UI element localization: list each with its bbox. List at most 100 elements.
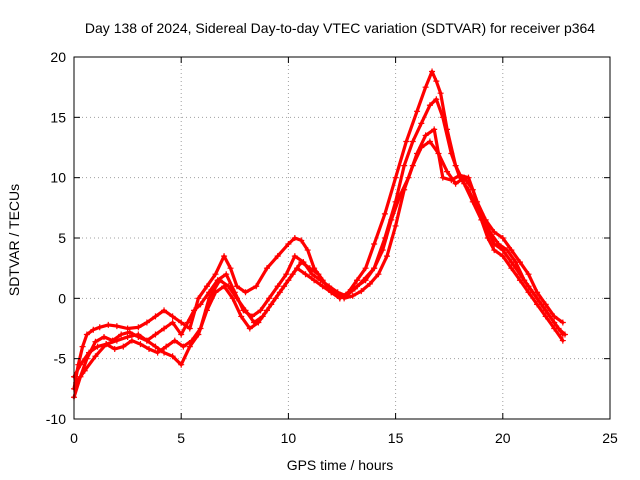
data-point: [461, 174, 468, 181]
data-point: [186, 325, 193, 332]
data-point: [178, 361, 185, 368]
y-tick-label: 10: [50, 170, 66, 186]
y-tick-labels: -10 -5 0 5 10 15 20: [46, 49, 66, 427]
data-point: [546, 313, 553, 320]
data-point: [508, 265, 515, 272]
data-point: [120, 343, 127, 350]
data-point: [435, 150, 442, 157]
data-point: [216, 277, 223, 284]
data-point: [422, 132, 429, 139]
data-point: [212, 271, 219, 278]
data-point: [538, 301, 545, 308]
data-point: [409, 138, 416, 145]
data-point: [212, 289, 219, 296]
data-point: [362, 265, 369, 272]
data-point: [143, 337, 150, 344]
data-point: [152, 343, 159, 350]
data-point: [128, 337, 135, 344]
data-point: [195, 295, 202, 302]
data-point: [281, 283, 288, 290]
series-line: [72, 97, 565, 399]
data-point: [242, 289, 249, 296]
data-point: [92, 338, 99, 345]
data-point: [375, 271, 382, 278]
data-point: [184, 319, 191, 326]
data-point: [229, 295, 236, 302]
data-point: [137, 341, 144, 348]
x-axis-label: GPS time / hours: [287, 457, 394, 473]
data-point: [77, 361, 84, 368]
data-point: [341, 295, 348, 302]
data-point: [354, 277, 361, 284]
data-point: [354, 283, 361, 290]
data-point: [298, 259, 305, 266]
data-point: [349, 292, 356, 299]
data-point: [266, 295, 273, 302]
data-point: [499, 253, 506, 260]
y-tick-label: -5: [54, 351, 67, 367]
data-point: [311, 277, 318, 284]
x-tick-label: 20: [495, 430, 511, 446]
data-point: [426, 102, 433, 109]
data-point: [135, 331, 142, 338]
y-tick-label: 5: [58, 230, 66, 246]
data-point: [392, 174, 399, 181]
data-point: [257, 307, 264, 314]
data-point: [379, 247, 386, 254]
data-point: [274, 283, 281, 290]
data-point: [504, 247, 511, 254]
data-point: [111, 346, 118, 353]
data-point: [221, 253, 228, 260]
x-tick-labels: 0 5 10 15 20 25: [70, 430, 618, 446]
data-point: [345, 289, 352, 296]
data-point: [233, 283, 240, 290]
data-point: [439, 114, 446, 121]
data-point: [246, 325, 253, 332]
data-point: [135, 324, 142, 331]
data-point: [79, 343, 86, 350]
data-point: [559, 337, 566, 344]
data-point: [255, 319, 262, 326]
data-point: [195, 331, 202, 338]
data-point: [401, 186, 408, 193]
data-point: [366, 280, 373, 287]
data-point: [358, 288, 365, 295]
data-point: [486, 228, 493, 235]
data-point: [191, 307, 198, 314]
data-point: [559, 319, 566, 326]
data-point: [101, 333, 108, 340]
data-point: [561, 331, 568, 338]
data-point: [152, 331, 159, 338]
data-point: [272, 295, 279, 302]
data-point: [285, 241, 292, 248]
data-point: [152, 313, 159, 320]
data-point: [92, 353, 99, 360]
data-point: [431, 126, 438, 133]
data-point: [422, 84, 429, 91]
x-tick-label: 15: [388, 430, 404, 446]
data-point: [469, 186, 476, 193]
data-point: [113, 323, 120, 330]
data-point: [499, 235, 506, 241]
data-point: [371, 265, 378, 272]
data-point: [178, 319, 185, 326]
y-tick-label: -10: [46, 411, 66, 427]
data-point: [169, 319, 176, 326]
x-tick-label: 5: [177, 430, 185, 446]
data-point: [146, 346, 153, 353]
data-point: [291, 253, 298, 260]
data-point: [263, 265, 270, 272]
data-point: [403, 138, 410, 145]
series-layer: [71, 68, 568, 401]
data-point: [304, 247, 311, 254]
data-point: [274, 253, 281, 260]
data-point: [143, 319, 150, 326]
data-point: [491, 247, 498, 254]
data-point: [332, 289, 339, 296]
data-point: [426, 138, 433, 145]
data-point: [161, 325, 168, 332]
data-point: [437, 90, 444, 97]
data-point: [289, 271, 296, 278]
data-point: [169, 313, 176, 320]
data-point: [171, 337, 178, 344]
